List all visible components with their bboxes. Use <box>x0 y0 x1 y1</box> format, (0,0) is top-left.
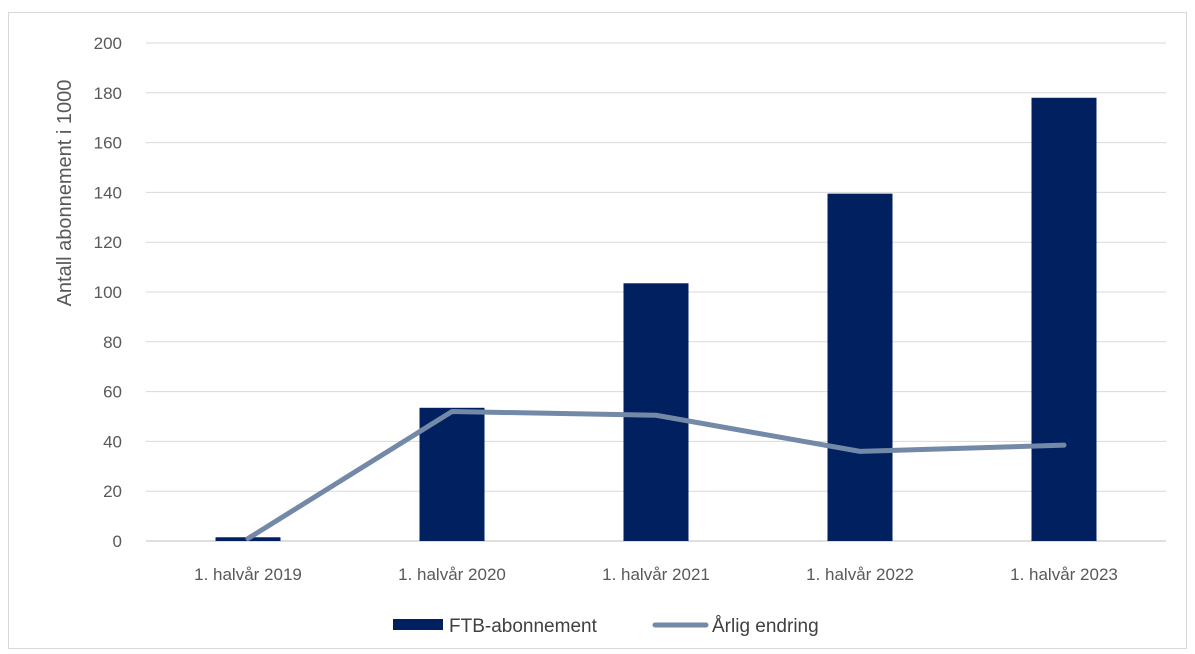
x-tick-label: 1. halvår 2019 <box>194 565 302 584</box>
legend-label-bars: FTB-abonnement <box>449 616 598 637</box>
y-tick-label: 0 <box>113 532 122 551</box>
x-tick-label: 1. halvår 2023 <box>1010 565 1118 584</box>
y-tick-label: 140 <box>94 183 122 202</box>
y-tick-label: 40 <box>103 432 122 451</box>
bar <box>1031 97 1097 541</box>
x-tick-label: 1. halvår 2021 <box>602 565 710 584</box>
bar <box>827 193 893 541</box>
y-tick-label: 60 <box>103 383 122 402</box>
y-tick-label: 200 <box>94 34 122 53</box>
chart-border <box>8 12 1187 649</box>
x-tick-label: 1. halvår 2022 <box>806 565 914 584</box>
y-tick-label: 160 <box>94 134 122 153</box>
y-tick-label: 80 <box>103 333 122 352</box>
x-axis-ticks: 1. halvår 2019 1. halvår 2020 1. halvår 20… <box>194 565 1118 584</box>
y-tick-label: 20 <box>103 482 122 501</box>
y-tick-label: 120 <box>94 233 122 252</box>
legend: FTB-abonnement Årlig endring <box>393 616 819 637</box>
y-axis-ticks: 0 20 40 60 80 100 120 140 160 180 200 <box>94 34 122 551</box>
series-line <box>245 409 1067 542</box>
legend-label-line: Årlig endring <box>712 616 819 637</box>
bar <box>623 283 689 541</box>
line-series <box>245 409 1067 542</box>
y-tick-label: 180 <box>94 84 122 103</box>
y-tick-label: 100 <box>94 283 122 302</box>
x-tick-label: 1. halvår 2020 <box>398 565 506 584</box>
y-axis-label: Antall abonnement i 1000 <box>54 80 76 307</box>
legend-swatch-bars <box>393 619 443 630</box>
bar <box>419 407 485 541</box>
